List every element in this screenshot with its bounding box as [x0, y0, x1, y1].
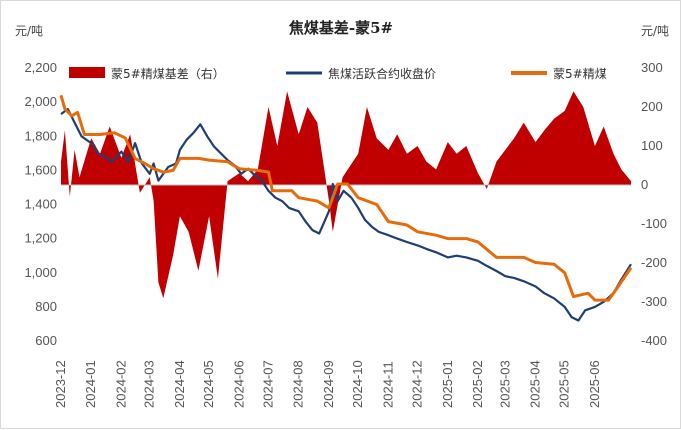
x-tick-label: 2024-05: [201, 360, 216, 408]
x-tick-label: 2024-03: [142, 360, 157, 408]
y-left-tick-label: 1,200: [24, 231, 57, 246]
y-right-tick-label: -400: [641, 333, 667, 348]
y-right-tick-label: 300: [641, 60, 663, 75]
mongolia-5-coal-line: [59, 94, 633, 302]
legend: 蒙5#精煤基差（右） 焦煤活跃合约收盘价 蒙5#精煤: [69, 66, 607, 81]
x-tick-label: 2023-12: [53, 360, 68, 408]
y-right-tick-label: -200: [641, 255, 667, 270]
x-tick-label: 2024-09: [321, 360, 336, 408]
plot-area: 600 800 1,000 1,200 1,400 1,600 1,800 2,000 2,20…: [24, 60, 667, 408]
x-tick-label: 2025-05: [557, 360, 572, 408]
y-left-tick-label: 800: [35, 299, 57, 314]
legend-label: 蒙5#精煤基差（右）: [111, 66, 225, 81]
x-tick-label: 2024-04: [172, 360, 187, 408]
x-tick-label: 2024-02: [113, 360, 128, 408]
x-tick-label: 2024-11: [380, 361, 395, 408]
y-left-tick-label: 2,000: [24, 94, 57, 109]
y-left-tick-label: 1,600: [24, 162, 57, 177]
x-tick-label: 2025-03: [497, 360, 512, 408]
y-left-tick-label: 2,200: [24, 60, 57, 75]
legend-swatch-basis: [69, 67, 105, 78]
y-right-tick-label: 0: [641, 177, 648, 192]
coking-coal-futures-line: [60, 107, 632, 322]
x-tick-label: 2024-07: [261, 360, 276, 408]
y-left-tick-label: 600: [35, 333, 57, 348]
legend-label: 蒙5#精煤: [553, 67, 607, 81]
right-axis-unit: 元/吨: [641, 24, 669, 38]
left-axis-unit: 元/吨: [15, 24, 43, 38]
chart-title: 焦煤基差-蒙5#: [288, 19, 393, 37]
y-left-tick-label: 1,400: [24, 197, 57, 212]
x-tick-label: 2024-08: [291, 360, 306, 408]
x-tick-label: 2024-01: [83, 360, 98, 408]
basis-area: [61, 91, 631, 299]
x-tick-label: 2025-02: [470, 360, 485, 408]
y-right-tick-label: -300: [641, 294, 667, 309]
y-right-tick-label: 100: [641, 138, 663, 153]
x-tick-label: 2025-06: [587, 360, 602, 408]
x-tick-label: 2024-12: [410, 360, 425, 408]
x-tick-label: 2024-10: [350, 360, 365, 408]
x-tick-label: 2025-01: [440, 360, 455, 408]
y-left-tick-label: 1,000: [24, 265, 57, 280]
y-left-tick-label: 1,800: [24, 128, 57, 143]
y-right-tick-label: -100: [641, 216, 667, 231]
x-tick-label: 2025-04: [528, 360, 543, 408]
y-right-tick-label: 200: [641, 99, 663, 114]
x-tick-label: 2024-06: [231, 360, 246, 408]
legend-label: 焦煤活跃合约收盘价: [328, 66, 436, 81]
